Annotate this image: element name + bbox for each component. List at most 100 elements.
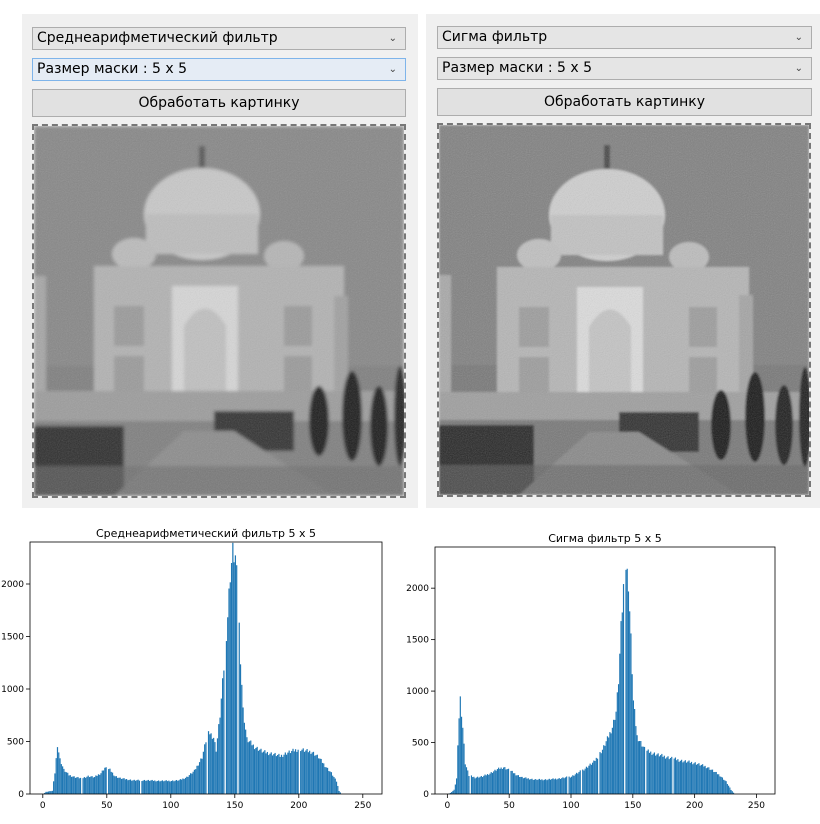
histogram-bar xyxy=(500,767,502,794)
histogram-bar xyxy=(145,780,147,794)
histogram-bar xyxy=(695,764,698,794)
histogram-bar xyxy=(213,737,215,794)
histogram-bar xyxy=(457,745,459,794)
histogram-bar xyxy=(159,781,161,794)
histogram-bar xyxy=(556,779,558,794)
histogram-bar xyxy=(714,771,716,794)
histogram-bar xyxy=(182,778,184,794)
histogram-bar xyxy=(193,769,196,794)
y-tick-label: 1500 xyxy=(406,636,429,646)
histogram-bar xyxy=(214,742,216,794)
histogram-bar xyxy=(687,761,689,794)
histogram-bar xyxy=(698,763,700,794)
histogram-bar xyxy=(713,772,715,794)
histogram-bar xyxy=(465,767,468,794)
histogram-bar xyxy=(729,787,731,794)
histogram-bar xyxy=(319,758,321,794)
histogram-bar xyxy=(517,775,520,794)
histogram-bar xyxy=(639,741,641,794)
histogram-bar xyxy=(115,776,117,794)
histogram-bar xyxy=(692,764,694,794)
histogram-bar xyxy=(284,752,286,794)
histogram-bar xyxy=(662,756,664,794)
histogram-bar xyxy=(229,582,231,794)
histogram-bar xyxy=(625,569,627,794)
histogram-bar xyxy=(501,768,503,794)
histogram-bar xyxy=(643,746,646,794)
histogram-bar xyxy=(166,781,169,794)
histogram-bar xyxy=(260,748,262,794)
histogram-bar xyxy=(255,747,257,794)
histogram-bar xyxy=(96,775,98,794)
histogram-bar xyxy=(511,770,513,794)
histogram-bar xyxy=(588,765,590,794)
histogram-bar xyxy=(608,737,610,794)
histogram-right-chart: Сигма фильтр 5 x 5 0 50 100 150 200 250 0 500 100… xyxy=(406,532,776,811)
histogram-bar xyxy=(562,777,564,794)
histogram-bar xyxy=(700,764,702,794)
histogram-bar xyxy=(642,746,644,794)
histogram-bar xyxy=(558,778,560,794)
histogram-bar xyxy=(46,791,48,794)
left-mask-select[interactable]: Размер маски : 5 x 5 ⌄ xyxy=(32,58,406,81)
histogram-bar xyxy=(510,770,512,794)
y-tick-label: 500 xyxy=(412,739,429,749)
histogram-bar xyxy=(241,684,243,794)
histogram-bar xyxy=(202,751,205,794)
histogram-bar xyxy=(463,743,465,794)
histogram-bar xyxy=(251,745,253,794)
histogram-bar xyxy=(279,756,281,794)
histogram-bar xyxy=(610,733,612,794)
histogram-bar xyxy=(705,768,707,794)
histogram-bar xyxy=(516,775,518,794)
histogram-bar xyxy=(572,775,574,794)
histogram-bar xyxy=(474,778,476,794)
chevron-down-icon: ⌄ xyxy=(794,32,803,43)
histogram-bar xyxy=(329,771,331,794)
left-process-button[interactable]: Обработать картинку xyxy=(32,89,406,117)
histogram-bar xyxy=(179,779,181,794)
histogram-bar xyxy=(303,751,306,794)
histogram-bar xyxy=(78,778,80,794)
y-tick-label: 500 xyxy=(7,738,24,748)
histogram-bar xyxy=(222,678,224,794)
histogram-bar xyxy=(64,771,66,794)
right-mask-select[interactable]: Размер маски : 5 x 5 ⌄ xyxy=(437,57,812,80)
histogram-bar xyxy=(584,768,586,794)
histogram-bar xyxy=(528,779,531,794)
histogram-bar xyxy=(143,779,146,794)
histogram-bar xyxy=(499,768,501,794)
x-tick-label: 150 xyxy=(226,801,243,811)
y-tick-label: 0 xyxy=(423,790,429,800)
histogram-bar xyxy=(160,780,162,794)
histogram-bar xyxy=(485,775,487,794)
histogram-bar xyxy=(243,722,245,794)
histogram-bar xyxy=(270,752,272,794)
histogram-bar xyxy=(718,774,720,794)
histogram-bar xyxy=(725,781,727,794)
histogram-bar xyxy=(543,779,545,794)
histogram-bar xyxy=(310,753,312,794)
histogram-bar xyxy=(711,769,714,794)
histogram-bar xyxy=(150,780,152,794)
histogram-bar xyxy=(280,754,283,794)
histogram-bar xyxy=(470,775,473,794)
histogram-bar xyxy=(73,776,75,794)
histogram-bar xyxy=(268,755,270,794)
right-process-button[interactable]: Обработать картинку xyxy=(437,88,812,116)
left-result-image xyxy=(32,124,406,498)
right-filter-select[interactable]: Сигма фильтр ⌄ xyxy=(437,26,812,49)
left-filter-select[interactable]: Среднеарифметический фильтр ⌄ xyxy=(32,27,406,50)
y-tick-label: 1000 xyxy=(1,685,24,695)
histogram-bar xyxy=(537,779,539,794)
histogram-bar xyxy=(302,748,304,794)
histogram-bar xyxy=(282,756,284,794)
histogram-bar xyxy=(546,780,548,794)
histogram-bar xyxy=(154,780,156,794)
histogram-bar xyxy=(337,785,339,794)
histogram-bar xyxy=(616,692,618,794)
histogram-bar xyxy=(311,752,313,794)
histogram-bar xyxy=(181,779,183,794)
x-tick-label: 0 xyxy=(444,801,450,811)
histogram-bar xyxy=(579,770,581,794)
